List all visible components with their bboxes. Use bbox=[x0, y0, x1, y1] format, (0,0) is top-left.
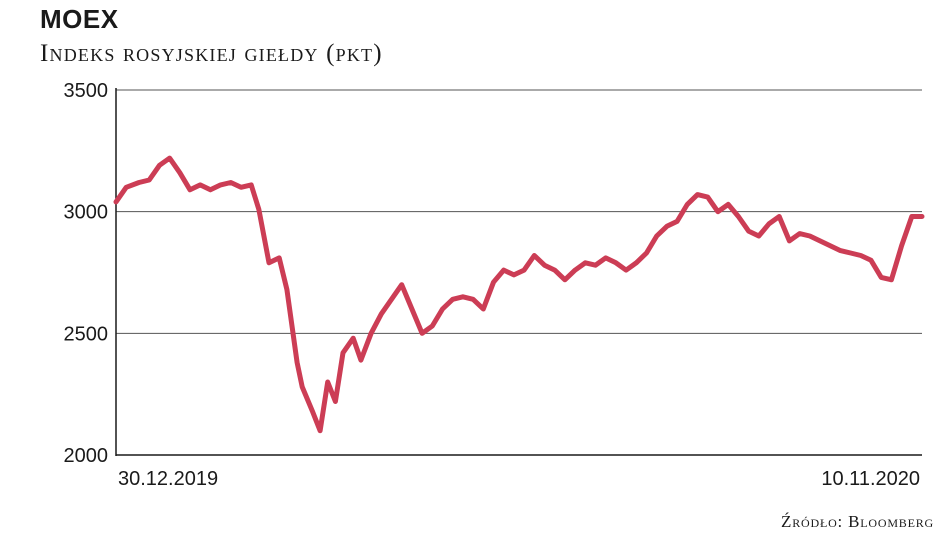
series-line bbox=[113, 155, 925, 434]
y-tick-label: 3500 bbox=[64, 80, 109, 102]
x-label-end: 10.11.2020 bbox=[821, 468, 920, 490]
chart-title: MOEX bbox=[40, 4, 119, 34]
x-label-start: 30.12.2019 bbox=[118, 468, 218, 490]
gridlines bbox=[116, 89, 922, 456]
y-tick-label: 2500 bbox=[64, 323, 109, 345]
source-note: Źródło: Bloomberg bbox=[781, 512, 934, 531]
y-axis-ticks: 2000 2500 3000 3500 bbox=[64, 80, 109, 467]
chart-subtitle: Indeks rosyjskiej giełdy (pkt) bbox=[40, 40, 383, 67]
y-tick-label: 3000 bbox=[64, 202, 109, 224]
y-tick-label: 2000 bbox=[64, 445, 109, 467]
